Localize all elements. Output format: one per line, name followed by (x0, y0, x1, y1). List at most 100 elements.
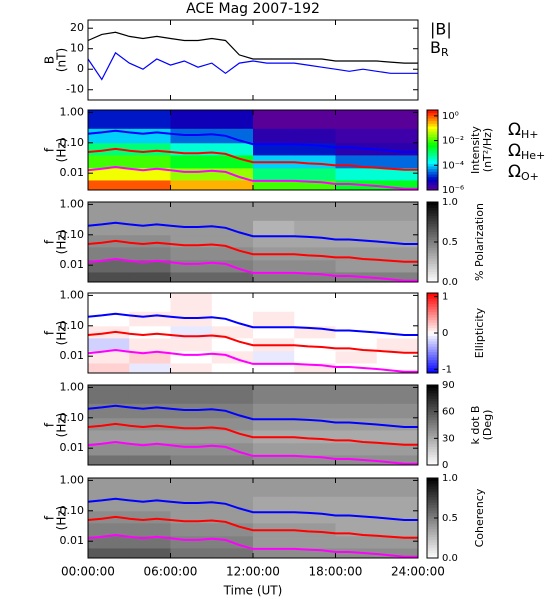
heatmap-cell (294, 220, 336, 236)
heatmap-cell (376, 220, 419, 236)
colorbar-cell (427, 446, 438, 450)
heatmap-cell (88, 454, 130, 466)
heatmap-cell (129, 128, 171, 144)
x-tick-label: 00:00:00 (61, 565, 115, 579)
colorbar-cell (427, 317, 438, 321)
heatmap-cell (294, 403, 336, 419)
colorbar-cell (427, 462, 438, 466)
heatmap-cell (253, 385, 295, 404)
y-tick-label: 0.10 (60, 228, 85, 241)
heatmap-cell (335, 478, 378, 497)
colorbar-cell (427, 231, 438, 235)
colorbar-cell (427, 182, 438, 186)
heatmap-cell (170, 362, 213, 374)
chart-title: ACE Mag 2007-192 (186, 1, 320, 17)
heatmap-cell (376, 271, 419, 283)
heatmap-cell (88, 202, 130, 221)
y-tick-label: 0.10 (60, 319, 85, 332)
colorbar-cell (427, 147, 438, 151)
heatmap-cell (211, 271, 254, 283)
gyrofrequency-line (87, 165, 418, 190)
heatmap-cell (335, 350, 378, 364)
heatmap-cell (211, 202, 254, 221)
heatmap-cell (88, 547, 130, 559)
colorbar-cell (427, 398, 438, 402)
colorbar-cell (427, 370, 438, 374)
heatmap-cell (211, 362, 254, 374)
colorbar-cell (427, 531, 438, 535)
heatmap-cell (253, 110, 295, 129)
colorbar-cell (427, 244, 438, 248)
y-axis-label: (Hz) (55, 506, 69, 531)
colorbar-cell (427, 430, 438, 434)
colorbar-tick-label: 90 (442, 380, 455, 391)
gyrofrequency-line (87, 147, 418, 171)
heatmap-cell (211, 522, 254, 537)
heatmap-cell (211, 510, 254, 524)
colorbar-cell (427, 155, 438, 159)
x-tick-label: 24:00:00 (391, 565, 445, 579)
heatmap-cell (170, 271, 213, 283)
colorbar-cell (427, 526, 438, 530)
gyrofrequency-line (87, 239, 418, 263)
heatmap-cell (170, 535, 213, 549)
heatmap-cell (294, 179, 336, 191)
y-tick-label: 1.00 (60, 105, 85, 118)
colorbar-tick-label: 0.0 (442, 553, 458, 564)
heatmap-cell (253, 142, 295, 156)
heatmap-cell (335, 403, 378, 419)
legend-entry: ΩHe+ (508, 141, 545, 162)
heatmap-cell (253, 311, 295, 327)
heatmap-cell (294, 311, 336, 327)
legend-entry: ΩO+ (508, 162, 539, 183)
heatmap-cell (335, 535, 378, 549)
heatmap-cell (294, 454, 336, 466)
heatmap-cell (253, 167, 295, 181)
heatmap-cell (211, 234, 254, 248)
colorbar-tick-label: 10⁰ (442, 111, 459, 122)
colorbar-cell (427, 488, 438, 492)
colorbar-cell (427, 160, 438, 164)
gyrofrequency-line (87, 533, 418, 558)
colorbar-cell (427, 422, 438, 426)
heatmap-cell (253, 271, 295, 283)
heatmap-cell (211, 496, 254, 512)
heatmap-cell (376, 496, 419, 512)
colorbar-cell (427, 417, 438, 421)
legend-entry: |B| (430, 20, 452, 39)
colorbar-cell (427, 134, 438, 138)
colorbar-cell (427, 539, 438, 543)
colorbar-cell (427, 365, 438, 369)
colorbar-label: Ellipticity (473, 307, 486, 358)
heatmap-cell (335, 311, 378, 327)
heatmap-cell (253, 510, 295, 524)
colorbar-cell (427, 136, 438, 140)
heatmap-cell (253, 202, 295, 221)
colorbar-cell (427, 163, 438, 167)
gyrofrequency-line (87, 515, 418, 539)
colorbar-cell (427, 128, 438, 132)
colorbar-cell (427, 250, 438, 254)
y-tick-label: 1.00 (60, 197, 85, 210)
heatmap-cell (335, 385, 378, 404)
colorbar-cell (427, 330, 438, 334)
y-tick-label: 0.10 (60, 411, 85, 424)
heatmap-cell (129, 220, 171, 236)
colorbar-cell (427, 239, 438, 243)
heatmap-cell (335, 202, 378, 221)
colorbar-cell (427, 395, 438, 399)
heatmap-cell (294, 271, 336, 283)
heatmap-cell (376, 547, 419, 559)
gyrofrequency-line (87, 221, 418, 245)
colorbar-tick-label: 1.0 (442, 197, 458, 208)
colorbar-cell (427, 367, 438, 371)
heatmap-cell (253, 403, 295, 419)
heatmap-cell (88, 337, 130, 352)
colorbar-cell (427, 354, 438, 358)
heatmap-cell (294, 362, 336, 374)
heatmap-cell (88, 350, 130, 364)
colorbar-tick-label: -1 (442, 364, 452, 375)
heatmap-cell (376, 293, 419, 312)
colorbar-cell (427, 528, 438, 532)
